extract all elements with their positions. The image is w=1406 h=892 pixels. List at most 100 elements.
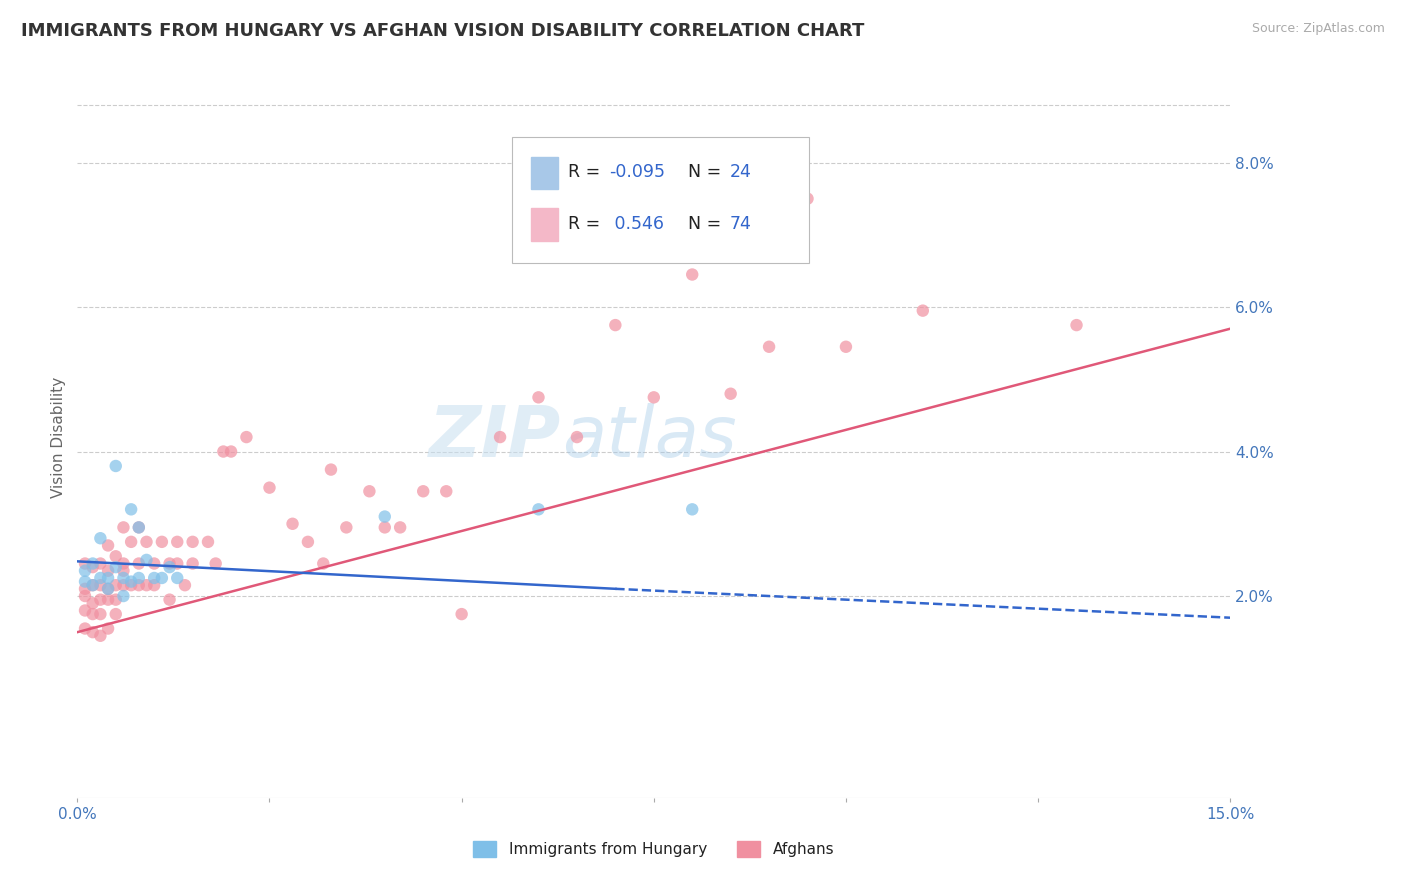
Point — [835, 340, 858, 354]
Point — [319, 462, 342, 476]
Point — [135, 553, 157, 567]
Text: 74: 74 — [730, 215, 751, 233]
Point — [527, 390, 550, 404]
Point — [143, 571, 166, 585]
Point — [112, 520, 135, 534]
Point — [89, 578, 111, 592]
Point — [281, 516, 304, 531]
Point — [73, 582, 96, 596]
Point — [143, 578, 166, 592]
Bar — [531, 157, 558, 189]
Point — [89, 607, 111, 621]
Point — [89, 629, 111, 643]
Y-axis label: Vision Disability: Vision Disability — [51, 376, 66, 498]
Point — [166, 534, 188, 549]
Point — [89, 592, 111, 607]
Point — [758, 340, 780, 354]
Point — [97, 582, 120, 596]
Point — [720, 386, 742, 401]
Point — [204, 557, 226, 571]
Point — [374, 520, 396, 534]
Point — [412, 484, 434, 499]
Point — [235, 430, 257, 444]
Point — [1066, 318, 1088, 332]
Point — [73, 564, 96, 578]
Point — [219, 444, 242, 458]
Point — [120, 534, 142, 549]
Point — [796, 192, 818, 206]
Point — [527, 502, 550, 516]
Point — [73, 574, 96, 589]
Point — [489, 430, 512, 444]
Point — [112, 557, 135, 571]
Point — [681, 268, 703, 282]
Point — [128, 571, 150, 585]
Point — [174, 578, 197, 592]
Point — [911, 303, 934, 318]
Point — [181, 557, 204, 571]
Point — [434, 484, 457, 499]
Point — [143, 557, 166, 571]
Point — [97, 538, 120, 552]
Point — [197, 534, 219, 549]
Point — [73, 557, 96, 571]
Point — [150, 534, 173, 549]
Point — [97, 592, 120, 607]
Point — [335, 520, 357, 534]
Point — [73, 589, 96, 603]
Point — [82, 625, 104, 640]
Point — [681, 502, 703, 516]
Point — [643, 390, 665, 404]
Point — [104, 592, 127, 607]
Point — [104, 560, 127, 574]
Point — [359, 484, 381, 499]
Point — [73, 622, 96, 636]
Point — [374, 509, 396, 524]
Point — [112, 571, 135, 585]
Point — [97, 564, 120, 578]
Point — [82, 578, 104, 592]
Point — [82, 578, 104, 592]
Point — [112, 578, 135, 592]
Point — [82, 560, 104, 574]
Point — [82, 557, 104, 571]
Text: IMMIGRANTS FROM HUNGARY VS AFGHAN VISION DISABILITY CORRELATION CHART: IMMIGRANTS FROM HUNGARY VS AFGHAN VISION… — [21, 22, 865, 40]
Text: atlas: atlas — [561, 402, 737, 472]
Point — [82, 607, 104, 621]
Point — [104, 578, 127, 592]
Point — [450, 607, 472, 621]
Point — [389, 520, 412, 534]
Point — [73, 603, 96, 617]
Point — [128, 578, 150, 592]
Point — [159, 560, 181, 574]
Text: R =: R = — [568, 215, 612, 233]
Point — [297, 534, 319, 549]
Point — [565, 430, 588, 444]
Point — [128, 557, 150, 571]
Point — [128, 520, 150, 534]
Text: R =: R = — [568, 163, 606, 181]
Point — [159, 557, 181, 571]
Point — [89, 531, 111, 545]
Point — [128, 520, 150, 534]
Text: Source: ZipAtlas.com: Source: ZipAtlas.com — [1251, 22, 1385, 36]
Legend: Immigrants from Hungary, Afghans: Immigrants from Hungary, Afghans — [467, 835, 841, 863]
Point — [166, 557, 188, 571]
Point — [605, 318, 627, 332]
Point — [181, 534, 204, 549]
Point — [150, 571, 173, 585]
Point — [104, 458, 127, 473]
Point — [112, 589, 135, 603]
Point — [159, 592, 181, 607]
Point — [120, 578, 142, 592]
Point — [166, 571, 188, 585]
Text: 0.546: 0.546 — [609, 215, 665, 233]
Text: 24: 24 — [730, 163, 751, 181]
Text: N =: N = — [688, 215, 727, 233]
Point — [120, 574, 142, 589]
Point — [89, 571, 111, 585]
Point — [82, 596, 104, 610]
Point — [97, 571, 120, 585]
Text: ZIP: ZIP — [429, 402, 561, 472]
Point — [97, 582, 120, 596]
